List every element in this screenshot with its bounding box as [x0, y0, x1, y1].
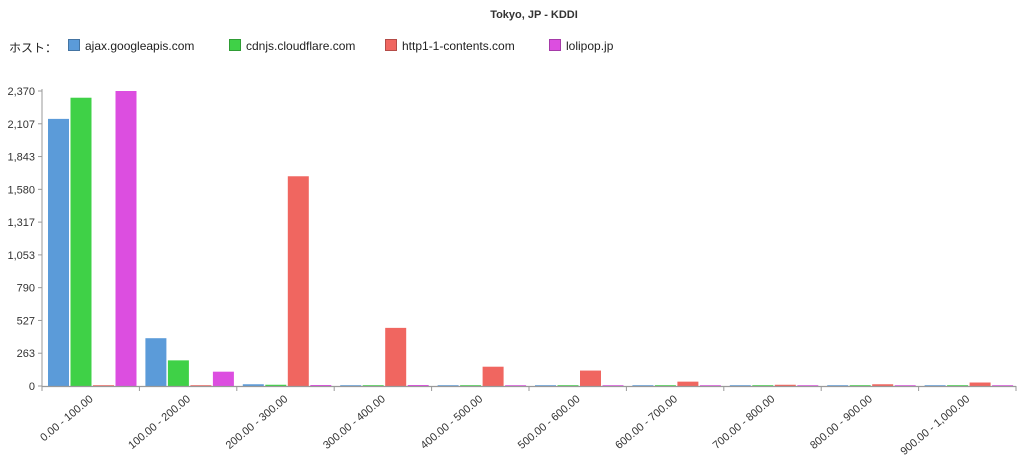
- bar-2-6[interactable]: [557, 385, 579, 386]
- y-tick-label: 263: [17, 348, 35, 360]
- bar-3-9[interactable]: [872, 384, 894, 386]
- legend-item-label: lolipop.jp: [566, 39, 614, 53]
- x-tick-label: 500.00 - 600.00: [516, 393, 583, 452]
- x-tick-label: 700.00 - 800.00: [711, 393, 778, 452]
- bar-1-8[interactable]: [729, 385, 751, 386]
- bar-1-1[interactable]: [48, 118, 69, 386]
- bar-2-3[interactable]: [265, 384, 287, 386]
- bar-2-2[interactable]: [167, 360, 189, 386]
- x-tick-label: 0.00 - 100.00: [38, 393, 95, 444]
- y-tick-label: 527: [17, 315, 35, 327]
- y-tick-label: 1,580: [7, 184, 35, 196]
- bar-3-7[interactable]: [677, 381, 699, 386]
- legend-item-label: http1-1-contents.com: [402, 39, 515, 53]
- bar-4-5[interactable]: [505, 385, 527, 386]
- bar-1-6[interactable]: [535, 385, 556, 386]
- bar-2-4[interactable]: [362, 385, 384, 386]
- bar-4-6[interactable]: [602, 385, 624, 386]
- bar-4-4[interactable]: [407, 385, 429, 386]
- x-tick-label: 100.00 - 200.00: [126, 393, 193, 452]
- legend-swatch: [229, 39, 241, 51]
- x-tick-label: 300.00 - 400.00: [321, 393, 388, 452]
- x-tick-label: 200.00 - 300.00: [224, 393, 291, 452]
- legend-item-label: cdnjs.cloudflare.com: [246, 39, 356, 53]
- legend-item-4[interactable]: lolipop.jp: [549, 39, 613, 53]
- y-tick-label: 1,317: [7, 217, 35, 229]
- bar-3-4[interactable]: [385, 327, 407, 386]
- bar-1-2[interactable]: [145, 338, 167, 386]
- bar-3-5[interactable]: [482, 366, 504, 386]
- bar-2-5[interactable]: [460, 385, 482, 386]
- y-tick-label: 790: [17, 283, 35, 295]
- bar-2-10[interactable]: [947, 385, 969, 386]
- bar-4-2[interactable]: [212, 371, 234, 386]
- x-tick-label: 900.00 - 1,000.00: [898, 393, 972, 458]
- bar-2-7[interactable]: [654, 385, 676, 386]
- y-tick-label: 2,107: [7, 119, 35, 131]
- bar-1-5[interactable]: [437, 385, 459, 386]
- legend-item-3[interactable]: http1-1-contents.com: [385, 39, 515, 53]
- bar-1-4[interactable]: [340, 385, 362, 386]
- chart-title: Tokyo, JP - KDDI: [490, 9, 578, 21]
- bar-1-9[interactable]: [827, 385, 849, 386]
- bar-1-7[interactable]: [632, 385, 654, 386]
- bar-3-2[interactable]: [190, 385, 212, 386]
- bar-1-10[interactable]: [924, 385, 946, 386]
- bar-3-8[interactable]: [774, 384, 796, 386]
- bar-4-8[interactable]: [797, 385, 819, 386]
- legend-label: ホスト：: [9, 41, 58, 55]
- x-tick-label: 600.00 - 700.00: [613, 393, 680, 452]
- x-tick-label: 400.00 - 500.00: [418, 393, 485, 452]
- legend-swatch: [68, 39, 80, 51]
- bar-4-3[interactable]: [310, 385, 332, 386]
- bar-2-1[interactable]: [70, 97, 92, 386]
- bar-2-8[interactable]: [752, 385, 774, 386]
- bar-4-10[interactable]: [992, 385, 1014, 386]
- bar-3-1[interactable]: [93, 385, 114, 386]
- y-tick-label: 0: [29, 381, 35, 393]
- y-tick-label: 2,370: [7, 86, 35, 98]
- bar-3-6[interactable]: [580, 370, 601, 386]
- y-tick-label: 1,843: [7, 152, 35, 164]
- bar-2-9[interactable]: [849, 385, 871, 386]
- bar-3-3[interactable]: [287, 176, 309, 386]
- legend-item-label: ajax.googleapis.com: [85, 39, 195, 53]
- x-tick-label: 800.00 - 900.00: [808, 393, 875, 452]
- bar-3-10[interactable]: [969, 382, 991, 386]
- legend-item-2[interactable]: cdnjs.cloudflare.com: [229, 39, 355, 53]
- bar-1-3[interactable]: [242, 384, 264, 386]
- y-tick-label: 1,053: [7, 250, 35, 262]
- legend-swatch: [549, 39, 561, 51]
- bar-4-9[interactable]: [894, 385, 916, 386]
- bar-4-7[interactable]: [699, 385, 721, 386]
- legend-item-1[interactable]: ajax.googleapis.com: [68, 39, 194, 53]
- legend-swatch: [385, 39, 397, 51]
- bar-4-1[interactable]: [115, 91, 137, 386]
